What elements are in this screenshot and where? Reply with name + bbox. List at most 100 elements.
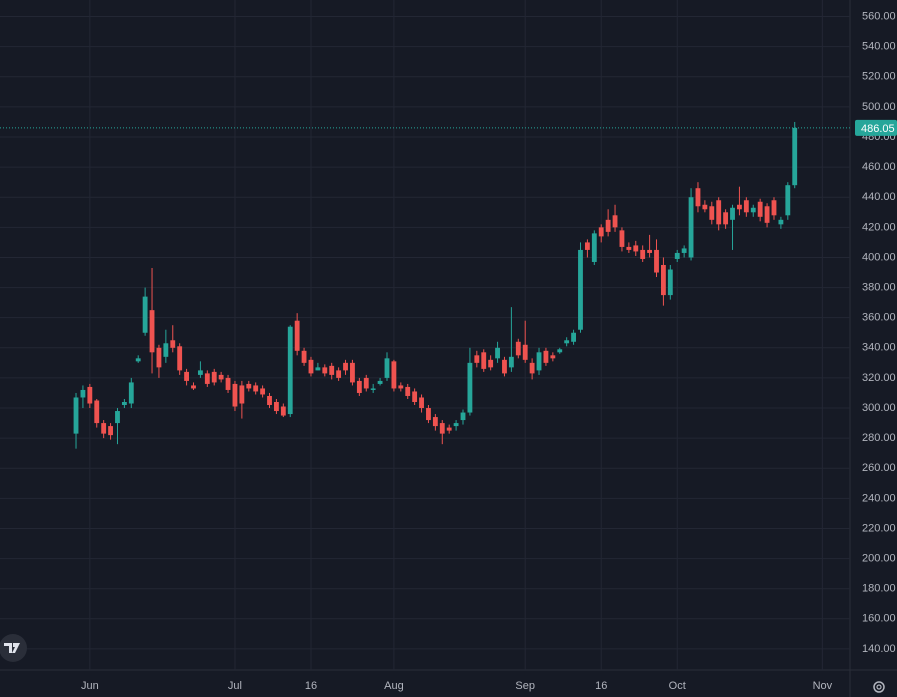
x-tick-label: 16 (595, 680, 607, 692)
candle-body (405, 386, 411, 396)
candle-body (391, 361, 397, 389)
candle-body (204, 373, 210, 384)
last-price-label: 486.05 (861, 123, 895, 135)
candle-body (591, 233, 597, 262)
x-tick-label: Jul (228, 680, 242, 692)
x-tick-label: Sep (515, 680, 535, 692)
candle-body (730, 207, 735, 220)
candle-body (667, 269, 673, 296)
y-tick-label: 280.00 (862, 432, 896, 444)
candle-body (211, 371, 217, 383)
candle-body (757, 201, 763, 217)
candle-body (246, 383, 252, 389)
candle-body (336, 370, 342, 378)
candle-body (260, 388, 266, 395)
candle-body (149, 310, 155, 353)
candle-body (232, 383, 238, 407)
candle-body (647, 249, 653, 253)
candle-body (785, 185, 791, 216)
y-tick-label: 320.00 (862, 372, 896, 384)
candle-body (453, 423, 459, 427)
settings-icon[interactable] (873, 681, 885, 693)
candle-body (170, 340, 176, 348)
y-tick-label: 260.00 (862, 462, 896, 474)
candle-body (412, 391, 418, 402)
candle-body (522, 344, 528, 360)
candle-body (356, 380, 362, 393)
candle-body (280, 406, 286, 416)
y-tick-label: 440.00 (862, 191, 896, 203)
candle-body (674, 252, 680, 259)
candle-body (515, 341, 521, 356)
candle-body (584, 242, 590, 250)
candle-body (377, 380, 383, 384)
x-tick-label: Nov (813, 680, 833, 692)
candle-body (94, 400, 100, 424)
candle-body (274, 402, 279, 412)
y-tick-label: 500.00 (862, 101, 896, 113)
candle-body (73, 397, 79, 434)
y-tick-label: 300.00 (862, 402, 896, 414)
y-tick-label: 200.00 (862, 552, 896, 564)
y-tick-label: 520.00 (862, 71, 896, 83)
y-tick-label: 340.00 (862, 342, 896, 354)
candle-body (619, 230, 625, 247)
candle-body (142, 296, 148, 333)
candle-body (184, 371, 190, 381)
candle-body (253, 385, 259, 392)
candle-body (301, 350, 307, 363)
y-tick-label: 360.00 (862, 312, 896, 324)
candle-body (239, 385, 245, 404)
y-tick-label: 160.00 (862, 613, 896, 625)
candle-body (218, 374, 224, 380)
x-tick-label: Jun (81, 680, 99, 692)
logo[interactable] (0, 634, 27, 662)
candle-body (135, 358, 141, 362)
candle-body (370, 388, 376, 390)
candle-body (432, 417, 438, 427)
candle-body (121, 402, 127, 406)
candle-body (398, 385, 404, 389)
candle-body (363, 377, 369, 389)
y-tick-label: 560.00 (862, 10, 896, 22)
candle-body (87, 386, 93, 404)
candle-body (536, 352, 542, 371)
candle-body (315, 367, 321, 371)
y-tick-label: 140.00 (862, 643, 896, 655)
last-price-badge (855, 119, 897, 136)
x-tick-label: Oct (669, 680, 686, 692)
candle-body (474, 355, 480, 363)
candle-body (426, 408, 431, 421)
candle-body (723, 212, 729, 225)
y-tick-label: 240.00 (862, 492, 896, 504)
candle-body (771, 200, 777, 216)
y-tick-label: 400.00 (862, 251, 896, 263)
candle-body (778, 219, 784, 225)
candle-body (384, 358, 390, 378)
candle-body (308, 359, 314, 374)
axes: 140.00 160.00 180.00 200.00 220.00 240.00 260.… (81, 10, 897, 692)
candle-body (80, 389, 86, 398)
y-tick-label: 220.00 (862, 522, 896, 534)
candle-body (446, 427, 452, 431)
candle-body (737, 204, 742, 210)
candle-body (695, 188, 701, 207)
candle-body (640, 249, 646, 259)
candle-body (294, 320, 300, 351)
candle-body (329, 365, 335, 375)
y-tick-label: 180.00 (862, 583, 896, 595)
candle-body (108, 426, 113, 436)
y-tick-label: 420.00 (862, 221, 896, 233)
candle-body (191, 385, 196, 389)
candle-body (660, 264, 666, 296)
candle-body (439, 423, 445, 434)
candle-body (578, 249, 583, 330)
candle-body (529, 362, 535, 374)
candle-body (495, 347, 500, 359)
y-tick-label: 540.00 (862, 41, 896, 53)
candle-body (633, 245, 639, 252)
candle-body (750, 207, 756, 213)
